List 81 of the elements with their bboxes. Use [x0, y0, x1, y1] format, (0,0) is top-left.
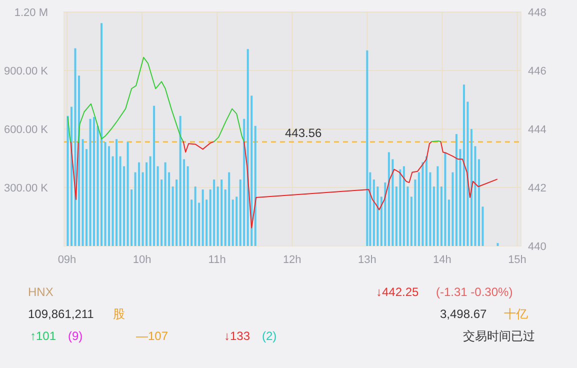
bar [186, 166, 189, 246]
y-tick-label: 600.00 K [4, 124, 49, 136]
text: (2) [262, 329, 277, 343]
bar [116, 139, 118, 246]
ref-line-label: 443.56 [285, 126, 322, 140]
bar [402, 166, 405, 246]
bar [455, 134, 458, 246]
bar [213, 180, 216, 246]
text: 十亿 [504, 307, 528, 321]
text: ↓442.25 [376, 285, 420, 299]
bar [236, 196, 238, 246]
bar [462, 84, 465, 246]
y2-tick-label: 446 [528, 66, 546, 78]
bar [176, 180, 178, 246]
bar [153, 106, 156, 246]
text: —107 [136, 329, 168, 343]
bar [82, 139, 84, 246]
bar [246, 49, 249, 246]
bar [228, 172, 230, 246]
bar [232, 200, 234, 246]
x-tick-label: 13h [358, 254, 376, 266]
text: HNX [28, 285, 54, 299]
y2-tick-label: 440 [528, 241, 546, 253]
line-series [78, 56, 184, 143]
bar [220, 180, 223, 246]
bar [452, 172, 454, 246]
x-tick-label: 11h [208, 254, 226, 266]
text: (9) [68, 329, 83, 343]
bar [104, 142, 106, 246]
y2-tick-label: 442 [528, 182, 546, 194]
bar [399, 169, 402, 246]
bar [372, 180, 375, 246]
text: 股 [113, 307, 125, 321]
bar [126, 142, 129, 246]
x-tick-label: 15h [508, 254, 526, 266]
text: 3,498.67 [440, 307, 488, 321]
y2-tick-label: 444 [528, 124, 546, 136]
line-series [440, 141, 498, 198]
x-tick-label: 09h [58, 254, 76, 266]
bar [366, 50, 368, 246]
bar [254, 126, 256, 246]
y-tick-label: 300.00 K [4, 182, 49, 194]
bar [202, 189, 204, 246]
text: 交易时间已过 [463, 329, 535, 343]
bar [179, 116, 182, 246]
bar [243, 118, 246, 246]
bar [436, 166, 439, 246]
bar [146, 162, 148, 246]
text: ↓133 [224, 329, 250, 343]
bar [89, 118, 92, 246]
x-tick-label: 12h [282, 254, 302, 266]
y-tick-label: 1.20 M [14, 7, 48, 19]
bar [100, 23, 103, 246]
bar [156, 166, 159, 246]
line-series [182, 141, 215, 153]
bar [108, 146, 110, 246]
bar [478, 159, 480, 246]
bar [384, 182, 386, 246]
x-tick-label: 10h [132, 254, 152, 266]
bar [194, 186, 196, 246]
bar [93, 116, 96, 246]
text: (-1.31 -0.30%) [436, 285, 513, 299]
bar [70, 106, 73, 246]
y-tick-label: 900.00 K [4, 66, 49, 78]
bar [496, 243, 499, 246]
bar [74, 48, 76, 246]
bar [414, 180, 416, 246]
bar [422, 162, 424, 246]
y2-tick-label: 448 [528, 7, 546, 19]
bar [119, 156, 122, 246]
bar [164, 162, 166, 246]
bar [388, 152, 390, 246]
text: 109,861,211 [28, 307, 94, 321]
bar [425, 156, 428, 246]
line-series [214, 108, 245, 142]
x-tick-label: 14h [433, 254, 452, 266]
bar [138, 162, 140, 246]
bar [444, 152, 446, 246]
bar [470, 129, 472, 246]
line-series [244, 141, 432, 228]
text: ↑101 [30, 329, 56, 343]
